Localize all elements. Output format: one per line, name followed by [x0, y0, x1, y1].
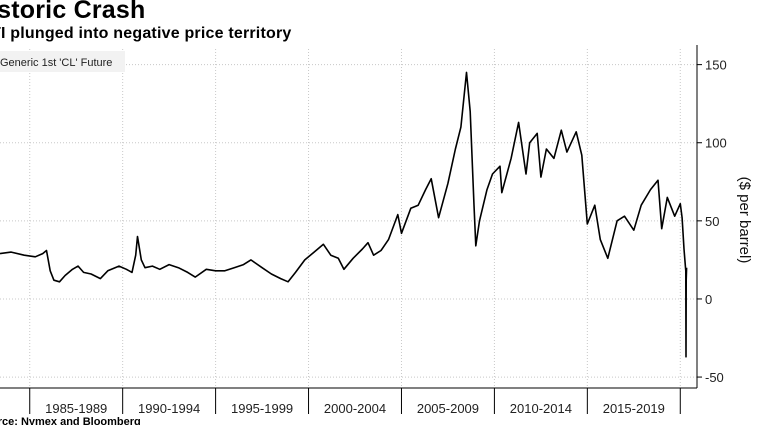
y-tick-label: -50: [705, 370, 724, 385]
y-axis-title: ($ per barrel): [736, 177, 753, 264]
y-tick-label: 50: [705, 214, 719, 229]
x-tick-label: 1985-1989: [45, 401, 107, 416]
series-line-layer: [0, 71, 688, 358]
y-tick-label: 100: [705, 136, 727, 151]
x-tick-label: 2000-2004: [324, 401, 386, 416]
y-tick-label: 0: [705, 292, 712, 307]
series-line: [0, 71, 688, 358]
legend: Generic 1st 'CL' Future: [0, 51, 125, 72]
y-tick-label: 150: [705, 58, 727, 73]
x-tick-label: 2005-2009: [417, 401, 479, 416]
x-tick-label: 2010-2014: [510, 401, 572, 416]
y-tick-labels: 150 100 50 0 -50: [705, 58, 727, 385]
x-tick-label: 2015-2019: [603, 401, 665, 416]
chart-subtitle: TI plunged into negative price territory: [0, 25, 292, 42]
x-tick-label: 1995-1999: [231, 401, 293, 416]
axes: [0, 45, 702, 414]
grid-lines: [0, 49, 697, 388]
x-tick-labels: 1985-1989 1990-1994 1995-1999 2000-2004 2005…: [45, 401, 665, 416]
legend-label: Generic 1st 'CL' Future: [0, 57, 112, 69]
chart-title: istoric Crash: [0, 0, 146, 24]
x-tick-label: 1990-1994: [138, 401, 200, 416]
chart-source: urce: Nymex and Bloomberg: [0, 416, 141, 425]
